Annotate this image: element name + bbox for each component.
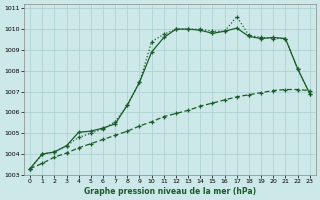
X-axis label: Graphe pression niveau de la mer (hPa): Graphe pression niveau de la mer (hPa) <box>84 187 256 196</box>
